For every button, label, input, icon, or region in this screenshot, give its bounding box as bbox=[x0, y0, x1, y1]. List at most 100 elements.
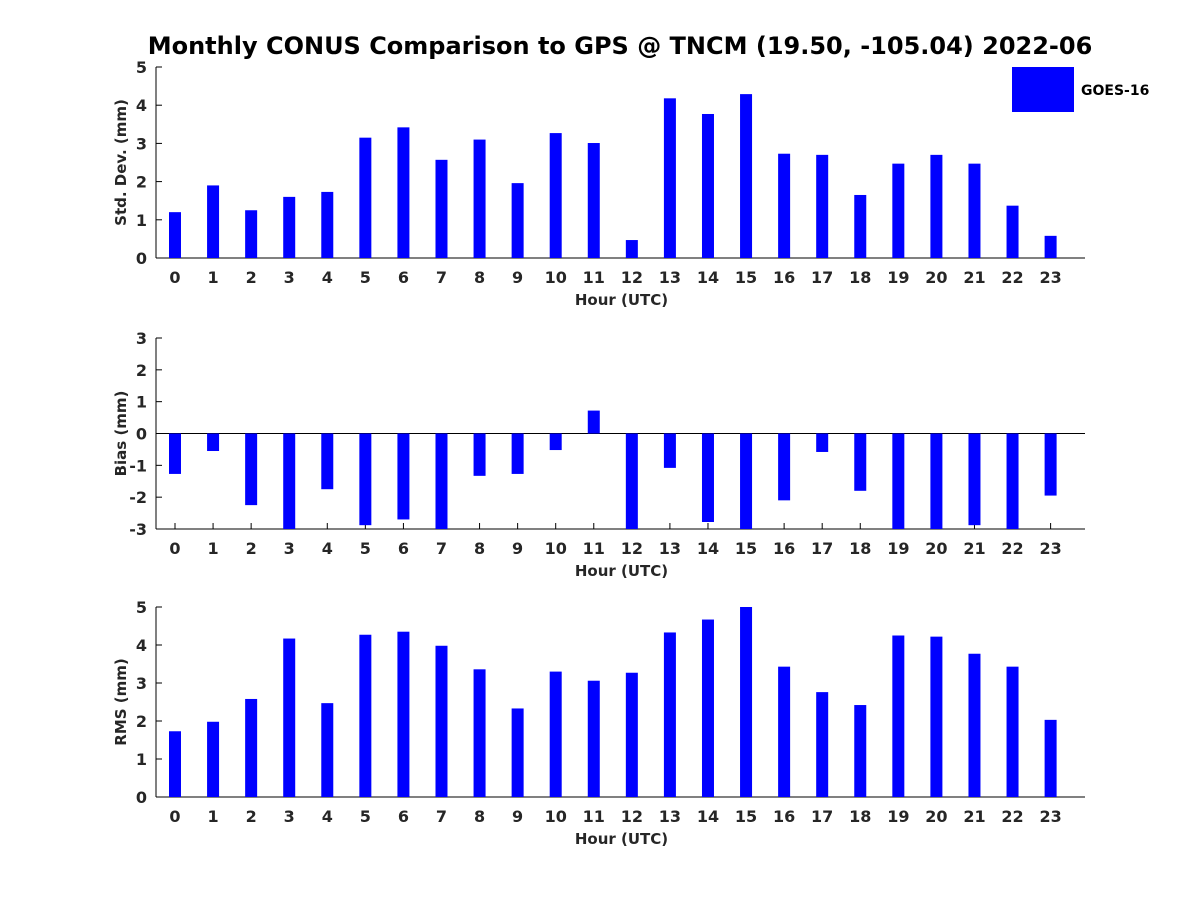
bar-hour-3 bbox=[283, 638, 296, 797]
bar-hour-15 bbox=[740, 607, 753, 797]
legend-swatch bbox=[1012, 67, 1074, 112]
bar-hour-8 bbox=[473, 433, 486, 476]
x-tick-label: 18 bbox=[849, 268, 871, 287]
bar-hour-6 bbox=[397, 433, 410, 520]
bar-hour-7 bbox=[435, 645, 448, 797]
x-tick-label: 14 bbox=[697, 539, 719, 558]
bar-hour-17 bbox=[816, 692, 829, 797]
x-tick-label: 23 bbox=[1039, 807, 1061, 826]
x-tick-label: 20 bbox=[925, 539, 947, 558]
x-tick-label: 6 bbox=[398, 807, 409, 826]
x-tick-label: 8 bbox=[474, 807, 485, 826]
x-tick-label: 6 bbox=[398, 268, 409, 287]
x-tick-label: 4 bbox=[322, 268, 333, 287]
bar-hour-20 bbox=[930, 154, 943, 258]
bar-hour-21 bbox=[968, 163, 981, 258]
bar-hour-14 bbox=[701, 619, 714, 797]
x-tick-label: 9 bbox=[512, 268, 523, 287]
x-tick-label: 18 bbox=[849, 807, 871, 826]
x-tick-label: 12 bbox=[621, 807, 643, 826]
bar-hour-20 bbox=[930, 636, 943, 797]
x-tick-label: 13 bbox=[659, 539, 681, 558]
y-axis-label: Bias (mm) bbox=[112, 391, 130, 477]
bar-hour-4 bbox=[321, 191, 334, 258]
y-tick-label: 3 bbox=[136, 134, 147, 153]
x-tick-label: 9 bbox=[512, 539, 523, 558]
bar-hour-15 bbox=[740, 433, 753, 529]
y-tick-label: 3 bbox=[136, 674, 147, 693]
bar-hour-22 bbox=[1006, 205, 1019, 258]
x-tick-label: 8 bbox=[474, 268, 485, 287]
x-tick-label: 10 bbox=[545, 807, 567, 826]
x-tick-label: 22 bbox=[1001, 807, 1023, 826]
legend: GOES-16 bbox=[1012, 67, 1149, 112]
x-tick-label: 5 bbox=[360, 539, 371, 558]
x-tick-label: 21 bbox=[963, 807, 985, 826]
bar-hour-10 bbox=[549, 671, 562, 797]
y-tick-label: 5 bbox=[136, 58, 147, 77]
x-tick-label: 23 bbox=[1039, 539, 1061, 558]
x-tick-label: 2 bbox=[246, 807, 257, 826]
y-axis-label: RMS (mm) bbox=[112, 658, 130, 745]
x-axis-label: Hour (UTC) bbox=[575, 291, 668, 309]
bar-hour-23 bbox=[1044, 719, 1057, 797]
bar-hour-7 bbox=[435, 159, 448, 258]
x-tick-label: 5 bbox=[360, 268, 371, 287]
x-tick-label: 2 bbox=[246, 268, 257, 287]
bar-hour-2 bbox=[245, 210, 258, 258]
chart-title: Monthly CONUS Comparison to GPS @ TNCM (… bbox=[148, 32, 1093, 60]
bar-hour-19 bbox=[892, 163, 905, 258]
x-tick-label: 20 bbox=[925, 268, 947, 287]
bar-hour-3 bbox=[283, 433, 296, 529]
bar-hour-0 bbox=[169, 731, 181, 797]
y-tick-label: 0 bbox=[136, 788, 147, 807]
y-tick-label: -1 bbox=[129, 456, 147, 475]
bar-hour-1 bbox=[207, 721, 220, 797]
x-tick-label: 21 bbox=[963, 268, 985, 287]
x-tick-label: 3 bbox=[284, 539, 295, 558]
x-tick-label: 11 bbox=[583, 539, 605, 558]
x-tick-label: 14 bbox=[697, 268, 719, 287]
bar-hour-22 bbox=[1006, 433, 1019, 529]
bar-hour-2 bbox=[245, 433, 258, 506]
x-tick-label: 10 bbox=[545, 539, 567, 558]
bar-hour-16 bbox=[778, 666, 791, 797]
x-tick-label: 12 bbox=[621, 268, 643, 287]
bar-hour-12 bbox=[625, 672, 638, 797]
bar-hour-12 bbox=[625, 240, 638, 258]
y-tick-label: 3 bbox=[136, 329, 147, 348]
x-tick-label: 13 bbox=[659, 268, 681, 287]
x-tick-label: 3 bbox=[284, 807, 295, 826]
x-tick-label: 22 bbox=[1001, 268, 1023, 287]
x-tick-label: 5 bbox=[360, 807, 371, 826]
y-axis-label: Std. Dev. (mm) bbox=[112, 99, 130, 226]
bar-hour-6 bbox=[397, 127, 410, 258]
bar-hour-16 bbox=[778, 433, 791, 501]
x-tick-label: 19 bbox=[887, 807, 909, 826]
bar-hour-8 bbox=[473, 139, 486, 258]
x-tick-label: 19 bbox=[887, 268, 909, 287]
bar-hour-21 bbox=[968, 653, 981, 797]
bar-hour-13 bbox=[663, 433, 676, 468]
x-tick-label: 22 bbox=[1001, 539, 1023, 558]
bar-hour-15 bbox=[740, 94, 753, 258]
x-tick-label: 16 bbox=[773, 268, 795, 287]
bar-hour-23 bbox=[1044, 433, 1057, 496]
x-tick-label: 15 bbox=[735, 807, 757, 826]
x-tick-label: 16 bbox=[773, 807, 795, 826]
x-tick-label: 19 bbox=[887, 539, 909, 558]
bar-hour-18 bbox=[854, 194, 867, 258]
x-tick-label: 11 bbox=[583, 807, 605, 826]
y-tick-label: 4 bbox=[136, 636, 147, 655]
bar-hour-14 bbox=[701, 433, 714, 522]
bar-hour-18 bbox=[854, 705, 867, 797]
y-tick-label: -2 bbox=[129, 488, 147, 507]
x-tick-label: 17 bbox=[811, 539, 833, 558]
bar-hour-1 bbox=[207, 185, 220, 258]
x-tick-label: 23 bbox=[1039, 268, 1061, 287]
bar-hour-10 bbox=[549, 433, 562, 451]
x-tick-label: 0 bbox=[169, 268, 180, 287]
